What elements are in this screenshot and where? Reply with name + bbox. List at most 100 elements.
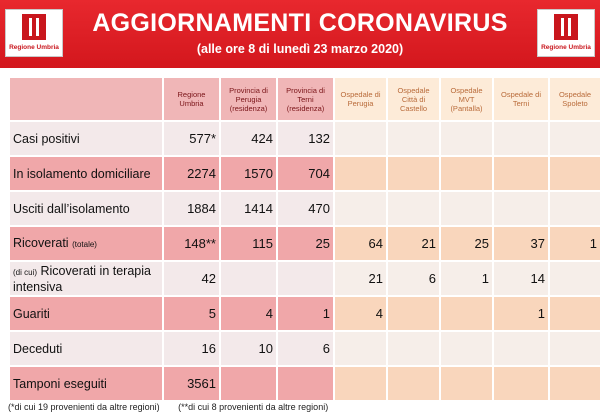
table-cell: 6 [278, 332, 333, 365]
table-cell [335, 122, 386, 155]
table-cell: 5 [164, 297, 219, 330]
table-row: Guariti 5 4 1 4 1 [10, 297, 600, 330]
table-cell: 21 [335, 262, 386, 295]
row-label: Casi positivi [10, 122, 162, 155]
table-cell [388, 192, 439, 225]
table-cell: 25 [441, 227, 492, 260]
table-cell [335, 332, 386, 365]
table-cell [494, 192, 548, 225]
table-cell: 3561 [164, 367, 219, 400]
row-label-text: Deceduti [13, 341, 63, 356]
table-cell: 1 [441, 262, 492, 295]
table-cell [494, 367, 548, 400]
table-cell: 1 [278, 297, 333, 330]
regione-umbria-emblem-icon [22, 14, 46, 40]
table-cell: 470 [278, 192, 333, 225]
page-subtitle: (alle ore 8 di lunedì 23 marzo 2020) [196, 42, 404, 56]
table-cell: 64 [335, 227, 386, 260]
table-cell [388, 157, 439, 190]
table-cell: 4 [221, 297, 276, 330]
row-label-text: Tamponi eseguiti [13, 376, 107, 391]
table-cell [441, 122, 492, 155]
header-corner-cell [10, 78, 162, 120]
table-cell [550, 297, 600, 330]
table-cell: 6 [388, 262, 439, 295]
row-label-text: Casi positivi [13, 131, 80, 146]
table-cell [550, 262, 600, 295]
table-cell [441, 297, 492, 330]
column-header: Provincia di Perugia (residenza) [221, 78, 276, 120]
table-cell [494, 157, 548, 190]
table-row: In isolamento domiciliare 2274 1570 704 [10, 157, 600, 190]
table-cell: 37 [494, 227, 548, 260]
footnote: (*di cui 19 provenienti da altre regioni… [8, 402, 160, 412]
page-title: AGGIORNAMENTI CORONAVIRUS [92, 9, 508, 37]
table-cell [335, 192, 386, 225]
row-label-text: Ricoverati in terapia intensiva [13, 263, 151, 294]
table-cell: 132 [278, 122, 333, 155]
row-label: (di cui) Ricoverati in terapia intensiva [10, 262, 162, 295]
table-cell [388, 297, 439, 330]
regione-umbria-logo: Regione Umbria [5, 9, 63, 57]
table-row: Casi positivi 577* 424 132 [10, 122, 600, 155]
table-cell [550, 332, 600, 365]
row-label-note: (di cui) [13, 267, 38, 277]
coronavirus-data-table: Regione Umbria Provincia di Perugia (res… [8, 76, 600, 402]
row-label-text: Usciti dall’isolamento [13, 201, 130, 216]
column-header: Ospedale di Perugia [335, 78, 386, 120]
table-cell [550, 157, 600, 190]
table-cell: 14 [494, 262, 548, 295]
row-label: Guariti [10, 297, 162, 330]
table-row: (di cui) Ricoverati in terapia intensiva… [10, 262, 600, 295]
table-cell: 1414 [221, 192, 276, 225]
row-label: Tamponi eseguiti [10, 367, 162, 400]
table-cell: 21 [388, 227, 439, 260]
table-cell: 10 [221, 332, 276, 365]
table-row: Usciti dall’isolamento 1884 1414 470 [10, 192, 600, 225]
table-cell [441, 332, 492, 365]
footnotes: (*di cui 19 provenienti da altre regioni… [8, 402, 344, 412]
table-cell: 1884 [164, 192, 219, 225]
table-cell [441, 192, 492, 225]
row-label: Ricoverati (totale) [10, 227, 162, 260]
row-label-text: Ricoverati [13, 235, 69, 250]
table-cell [335, 157, 386, 190]
row-label-text: Guariti [13, 306, 50, 321]
row-label: Usciti dall’isolamento [10, 192, 162, 225]
row-label: Deceduti [10, 332, 162, 365]
table-cell: 25 [278, 227, 333, 260]
row-label-text: In isolamento domiciliare [13, 166, 151, 181]
column-header: Provincia di Terni (residenza) [278, 78, 333, 120]
logo-text: Regione Umbria [9, 44, 59, 51]
column-header: Regione Umbria [164, 78, 219, 120]
table-cell [388, 367, 439, 400]
table-cell [550, 192, 600, 225]
table-cell [494, 122, 548, 155]
table-row: Tamponi eseguiti 3561 [10, 367, 600, 400]
table-cell [221, 262, 276, 295]
footnote: (**di cui 8 provenienti da altre regioni… [178, 402, 329, 412]
table-cell: 16 [164, 332, 219, 365]
table-cell [550, 122, 600, 155]
table-cell: 2274 [164, 157, 219, 190]
table-row: Deceduti 16 10 6 [10, 332, 600, 365]
table-cell [278, 262, 333, 295]
row-label-note: (totale) [72, 239, 97, 249]
regione-umbria-logo: Regione Umbria [537, 9, 595, 57]
table-header-row: Regione Umbria Provincia di Perugia (res… [10, 78, 600, 120]
table-cell: 424 [221, 122, 276, 155]
table-cell [278, 367, 333, 400]
table-cell: 1 [494, 297, 548, 330]
table-cell: 1 [550, 227, 600, 260]
table-cell: 704 [278, 157, 333, 190]
table-cell [388, 122, 439, 155]
table-row: Ricoverati (totale) 148** 115 25 64 21 25 37 1 [10, 227, 600, 260]
table-cell: 577* [164, 122, 219, 155]
table-cell: 4 [335, 297, 386, 330]
column-header: Ospedale di Terni [494, 78, 548, 120]
table-cell: 42 [164, 262, 219, 295]
table-cell: 148** [164, 227, 219, 260]
table-cell [441, 157, 492, 190]
logo-text: Regione Umbria [541, 44, 591, 51]
column-header: Ospedale MVT (Pantalla) [441, 78, 492, 120]
